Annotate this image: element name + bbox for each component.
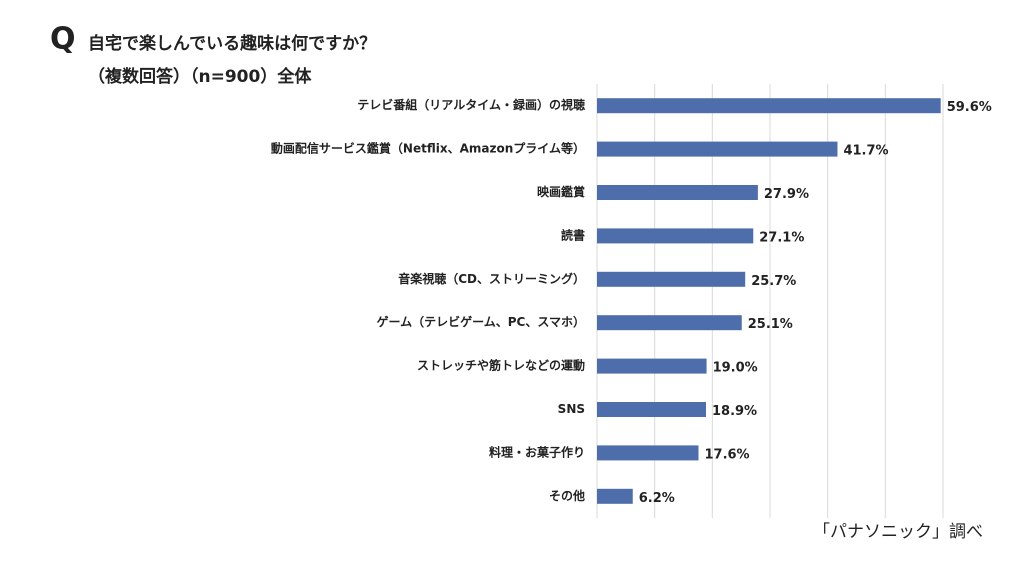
bar xyxy=(597,358,707,374)
y-tick-label: ストレッチや筋トレなどの運動 xyxy=(417,358,585,373)
bar xyxy=(597,98,941,114)
chart-title: 自宅で楽しんでいる趣味は何ですか？ xyxy=(88,33,376,54)
bar xyxy=(597,228,754,244)
y-tick-label: 動画配信サービス鑑賞（Netflix、Amazonプライム等） xyxy=(271,141,585,156)
data-label: 6.2% xyxy=(639,491,675,506)
data-label: 25.1% xyxy=(748,317,793,332)
y-tick-label: テレビ番組（リアルタイム・録画）の視聴 xyxy=(357,97,585,112)
bar xyxy=(597,445,699,461)
y-tick-label: その他 xyxy=(549,488,585,503)
data-label: 25.7% xyxy=(751,274,796,289)
data-label: 27.1% xyxy=(759,230,804,245)
y-tick-label: SNS xyxy=(558,402,585,416)
y-tick-label: ゲーム（テレビゲーム、PC、スマホ） xyxy=(376,314,585,329)
chart-subtitle: （複数回答）（n=900）全体 xyxy=(88,66,312,87)
bar xyxy=(597,488,633,504)
data-label: 41.7% xyxy=(843,144,888,159)
data-label: 27.9% xyxy=(764,187,809,202)
bar xyxy=(597,185,758,200)
title-marker: Q xyxy=(50,22,76,57)
y-tick-label: 映画鑑賞 xyxy=(537,184,585,199)
bar xyxy=(597,402,706,417)
bar xyxy=(597,315,742,331)
bar xyxy=(597,271,746,287)
data-label: 18.9% xyxy=(712,404,757,419)
data-label: 59.6% xyxy=(947,100,992,115)
bar xyxy=(597,141,838,157)
y-tick-label: 音楽視聴（CD、ストリーミング） xyxy=(398,271,585,286)
source: 「パナソニック」調べ xyxy=(813,522,983,542)
data-label: 17.6% xyxy=(704,447,749,462)
y-tick-label: 料理・お菓子作り xyxy=(489,444,585,459)
data-label: 19.0% xyxy=(713,361,758,376)
y-tick-label: 読書 xyxy=(561,227,585,242)
